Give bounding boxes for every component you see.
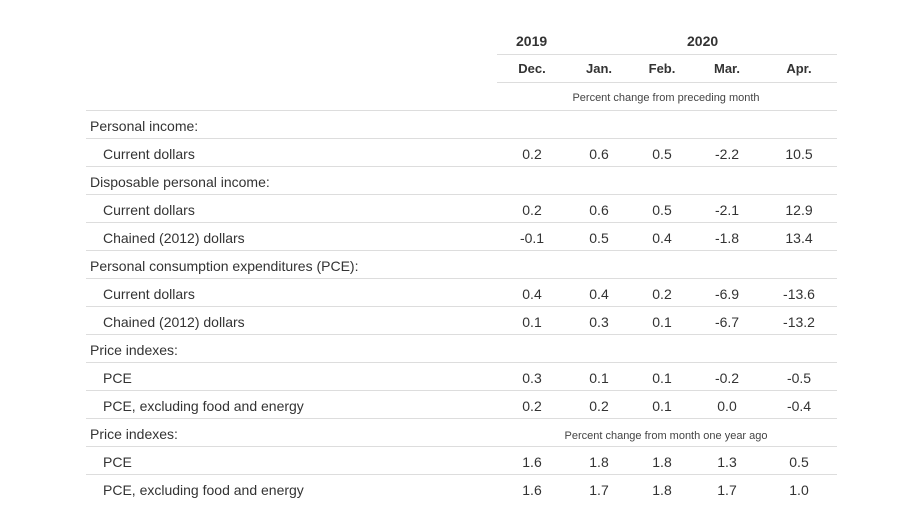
row-divider [86, 306, 837, 307]
month-header-feb: Feb. [648, 61, 676, 76]
table-cell: 0.1 [652, 314, 672, 330]
row-label: PCE [103, 370, 132, 386]
table-cell: 0.1 [652, 398, 672, 414]
table-cell: -6.9 [714, 286, 740, 302]
row-divider [86, 250, 837, 251]
table-cell: -2.1 [714, 202, 740, 218]
row-divider [86, 474, 837, 475]
table-cell: 13.4 [785, 230, 813, 246]
month-header-mar: Mar. [713, 61, 741, 76]
table-cell: -0.5 [786, 370, 812, 386]
month-header-dec: Dec. [518, 61, 546, 76]
table-cell: 12.9 [785, 202, 813, 218]
table-cell: 1.0 [789, 482, 809, 498]
table-cell: 0.3 [522, 370, 542, 386]
table-cell: 0.2 [589, 398, 609, 414]
table-cell: 0.1 [652, 370, 672, 386]
row-label: Chained (2012) dollars [103, 230, 245, 246]
row-divider [86, 278, 837, 279]
section-label: Personal income: [90, 118, 199, 134]
table-cell: 0.5 [789, 454, 809, 470]
row-divider [86, 334, 837, 335]
divider [86, 110, 837, 111]
table-cell: 0.4 [522, 286, 542, 302]
section-label: Personal consumption expenditures (PCE): [90, 258, 359, 274]
row-divider [86, 194, 837, 195]
section-label: Disposable personal income: [90, 174, 270, 190]
table-cell: -1.8 [714, 230, 740, 246]
table-cell: 0.4 [652, 230, 672, 246]
table-cell: 0.3 [589, 314, 609, 330]
units-note-monthly: Percent change from preceding month [572, 92, 760, 104]
table-cell: 0.6 [589, 202, 609, 218]
year-2020-header: 2020 [687, 33, 719, 49]
table-cell: -0.1 [519, 230, 545, 246]
section-label: Price indexes: [90, 426, 178, 442]
table-cell: -13.2 [783, 314, 815, 330]
row-divider [86, 362, 837, 363]
table-cell: 10.5 [785, 146, 813, 162]
row-divider [86, 418, 837, 419]
row-label: PCE [103, 454, 132, 470]
table-cell: 0.2 [522, 398, 542, 414]
row-label: Chained (2012) dollars [103, 314, 245, 330]
table-cell: 0.2 [652, 286, 672, 302]
month-header-jan: Jan. [585, 61, 613, 76]
table-cell: -0.2 [714, 370, 740, 386]
table-cell: 0.5 [589, 230, 609, 246]
table-cell: 1.6 [522, 482, 542, 498]
year-2019-header: 2019 [516, 33, 548, 49]
table-cell: 1.8 [652, 454, 672, 470]
row-label: Current dollars [103, 146, 195, 162]
row-divider [86, 222, 837, 223]
month-header-apr: Apr. [786, 61, 812, 76]
row-divider [86, 166, 837, 167]
row-divider [86, 390, 837, 391]
table-cell: 1.3 [717, 454, 737, 470]
table-cell: 0.2 [522, 202, 542, 218]
table-cell: 0.1 [522, 314, 542, 330]
table-cell: -0.4 [786, 398, 812, 414]
table-cell: 1.7 [589, 482, 609, 498]
table-cell: 1.6 [522, 454, 542, 470]
divider [497, 82, 837, 83]
row-label: Current dollars [103, 286, 195, 302]
table-cell: 0.1 [589, 370, 609, 386]
table-cell: 0.4 [589, 286, 609, 302]
units-note-yearly: Percent change from month one year ago [564, 430, 768, 442]
row-label: PCE, excluding food and energy [103, 398, 304, 414]
divider [497, 54, 837, 55]
row-divider [86, 446, 837, 447]
table-cell: 0.0 [717, 398, 737, 414]
table-cell: 0.5 [652, 202, 672, 218]
table-cell: -2.2 [714, 146, 740, 162]
table-cell: 1.8 [652, 482, 672, 498]
section-label: Price indexes: [90, 342, 178, 358]
table-cell: -13.6 [783, 286, 815, 302]
table-cell: 0.6 [589, 146, 609, 162]
row-divider [86, 138, 837, 139]
table-cell: -6.7 [714, 314, 740, 330]
table-cell: 1.7 [717, 482, 737, 498]
table-cell: 0.5 [652, 146, 672, 162]
table-cell: 0.2 [522, 146, 542, 162]
row-label: Current dollars [103, 202, 195, 218]
row-label: PCE, excluding food and energy [103, 482, 304, 498]
table-cell: 1.8 [589, 454, 609, 470]
